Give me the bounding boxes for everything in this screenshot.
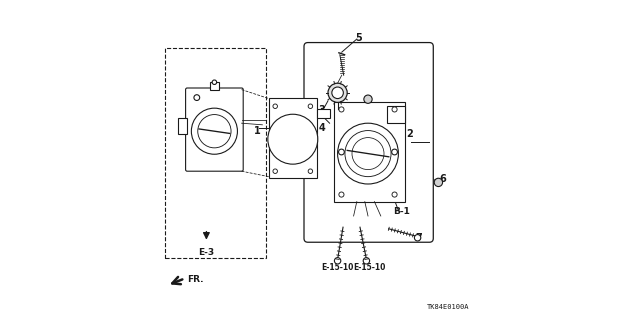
Text: 1: 1 [254, 126, 261, 136]
Circle shape [273, 169, 278, 173]
Circle shape [198, 115, 231, 148]
Circle shape [345, 131, 391, 177]
Text: FR.: FR. [187, 275, 204, 284]
Text: 6: 6 [440, 174, 447, 184]
Bar [387, 106, 404, 123]
Circle shape [328, 83, 348, 102]
Text: 2: 2 [406, 129, 413, 140]
Bar [269, 98, 317, 178]
Circle shape [339, 192, 344, 197]
Circle shape [273, 104, 278, 108]
Text: 7: 7 [416, 233, 422, 244]
Circle shape [339, 107, 344, 112]
Text: 4: 4 [318, 123, 325, 133]
Text: B-1: B-1 [393, 207, 410, 216]
Text: 3: 3 [318, 105, 325, 116]
Circle shape [434, 178, 443, 187]
Circle shape [194, 95, 200, 100]
Bar [178, 118, 187, 134]
Text: E-3: E-3 [198, 248, 214, 257]
Text: E-15-10: E-15-10 [321, 263, 354, 272]
Circle shape [332, 87, 344, 99]
Circle shape [392, 107, 397, 112]
Text: 5: 5 [355, 33, 362, 44]
Circle shape [338, 123, 398, 184]
FancyBboxPatch shape [186, 88, 243, 171]
Bar [334, 102, 404, 202]
Bar [210, 82, 219, 90]
Circle shape [352, 138, 384, 170]
Circle shape [339, 149, 344, 155]
Text: TK84E0100A: TK84E0100A [427, 304, 469, 310]
Circle shape [392, 192, 397, 197]
Bar [165, 48, 266, 258]
Circle shape [268, 114, 317, 164]
Circle shape [191, 108, 237, 154]
Bar [317, 109, 330, 118]
Circle shape [415, 235, 421, 241]
Circle shape [308, 169, 312, 173]
Circle shape [308, 104, 312, 108]
Circle shape [392, 149, 397, 155]
Circle shape [364, 95, 372, 103]
Circle shape [335, 258, 341, 264]
Circle shape [364, 258, 370, 264]
Text: E-15-10: E-15-10 [353, 263, 386, 272]
Circle shape [212, 80, 216, 84]
